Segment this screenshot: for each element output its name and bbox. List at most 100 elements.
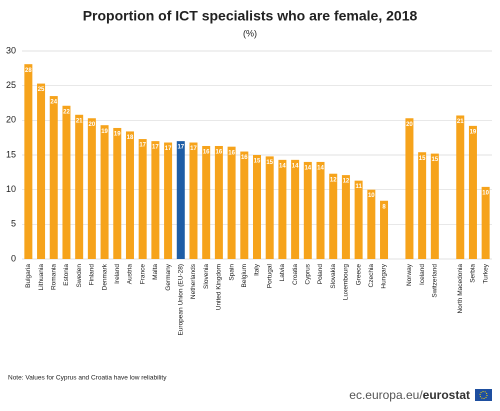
- bar: [125, 131, 134, 259]
- value-label: 17: [152, 145, 159, 151]
- x-tick-label: Poland: [317, 264, 324, 285]
- bar: [113, 127, 122, 260]
- bar: [354, 180, 363, 259]
- x-tick-label: Luxembourg: [343, 264, 350, 301]
- bar: [164, 142, 173, 259]
- value-label: 18: [127, 135, 134, 141]
- source-url: ec.europa.eu/: [349, 388, 423, 402]
- x-tick-label: Turkey: [482, 263, 489, 283]
- x-tick-label: North Macedonia: [457, 264, 464, 314]
- bar: [253, 155, 261, 259]
- x-tick-label: Finland: [89, 264, 96, 286]
- x-tick-label: France: [139, 264, 146, 285]
- value-label: 16: [216, 150, 223, 156]
- x-tick-label: Croatia: [292, 264, 299, 285]
- bar: [24, 64, 33, 259]
- value-label: 14: [317, 166, 324, 172]
- x-tick-label: Italy: [254, 263, 261, 276]
- x-tick-label: Hungary: [381, 263, 388, 288]
- bar: [456, 115, 465, 259]
- value-label: 19: [114, 132, 121, 138]
- y-tick-label: 10: [6, 184, 16, 194]
- x-tick-label: Estonia: [63, 264, 70, 286]
- y-tick-label: 30: [6, 45, 16, 55]
- y-tick-label: 0: [11, 253, 16, 263]
- value-label: 16: [203, 150, 210, 156]
- x-tick-label: Malta: [152, 264, 159, 280]
- x-tick-label: Ireland: [114, 264, 121, 284]
- x-tick-label: Cyprus: [305, 263, 312, 284]
- value-label: 25: [38, 87, 45, 93]
- bar: [37, 83, 46, 259]
- bar: [87, 118, 96, 260]
- value-label: 10: [368, 193, 375, 199]
- value-label: 19: [470, 129, 477, 135]
- x-tick-label: Germany: [165, 263, 172, 290]
- y-tick-label: 15: [6, 149, 16, 159]
- value-label: 19: [101, 129, 108, 135]
- value-label: 22: [63, 109, 70, 115]
- value-label: 15: [419, 156, 426, 162]
- x-tick-label: Greece: [355, 264, 362, 286]
- x-tick-label: Belgium: [241, 264, 248, 287]
- value-label: 17: [165, 146, 172, 152]
- bar: [380, 200, 389, 259]
- x-tick-label: Netherlands: [190, 263, 197, 299]
- bar: [468, 125, 477, 259]
- value-label: 14: [279, 163, 286, 169]
- chart-title: Proportion of ICT specialists who are fe…: [83, 8, 418, 24]
- bar: [49, 96, 58, 259]
- value-label: 15: [431, 157, 438, 163]
- chart-subtitle: (%): [243, 28, 257, 38]
- bar: [367, 189, 376, 259]
- bar: [329, 173, 338, 259]
- x-tick-label: European Union (EU-28): [178, 264, 185, 336]
- y-tick-label: 5: [11, 219, 16, 229]
- bar: [202, 145, 211, 259]
- bar: [316, 161, 325, 259]
- value-label: 20: [89, 122, 96, 128]
- x-tick-label: United Kingdom: [216, 264, 223, 310]
- x-tick-label: Slovakia: [330, 264, 337, 289]
- x-tick-label: Slovenia: [203, 264, 210, 289]
- x-tick-label: Lithuania: [38, 264, 45, 291]
- x-tick-label: Switzerland: [432, 264, 439, 298]
- x-tick-label: Austria: [127, 264, 134, 285]
- bar: [100, 125, 109, 259]
- brand: eurostat: [423, 388, 470, 402]
- bar: [481, 186, 490, 259]
- value-label: 21: [457, 119, 464, 125]
- value-label: 17: [139, 143, 146, 149]
- value-label: 16: [228, 150, 235, 156]
- y-tick-label: 20: [6, 115, 16, 125]
- bar: [418, 152, 427, 259]
- source: ec.europa.eu/eurostat: [349, 388, 470, 402]
- eu-flag: [475, 389, 492, 401]
- value-label: 24: [50, 100, 57, 106]
- x-tick-label: Bulgaria: [25, 264, 32, 288]
- bar: [138, 139, 147, 259]
- x-tick-label: Spain: [228, 264, 235, 281]
- value-label: 15: [266, 160, 273, 166]
- bar: [214, 145, 223, 259]
- value-label: 12: [330, 177, 337, 183]
- bar: [62, 105, 71, 259]
- value-label: 28: [25, 68, 32, 74]
- bar: [176, 141, 185, 259]
- value-label: 16: [241, 155, 248, 161]
- bar: [240, 151, 249, 259]
- bar: [75, 114, 84, 259]
- bar: [291, 159, 300, 259]
- value-label: 17: [190, 146, 197, 152]
- note: Note: Values for Cyprus and Croatia have…: [8, 375, 167, 382]
- value-label: 8: [382, 204, 386, 210]
- value-label: 11: [355, 184, 362, 190]
- value-label: 15: [254, 159, 261, 165]
- bar: [151, 141, 160, 259]
- bar: [227, 146, 236, 259]
- value-label: 20: [406, 122, 413, 128]
- value-label: 21: [76, 118, 83, 124]
- x-tick-label: Serbia: [470, 264, 477, 283]
- x-tick-label: Romania: [50, 264, 57, 290]
